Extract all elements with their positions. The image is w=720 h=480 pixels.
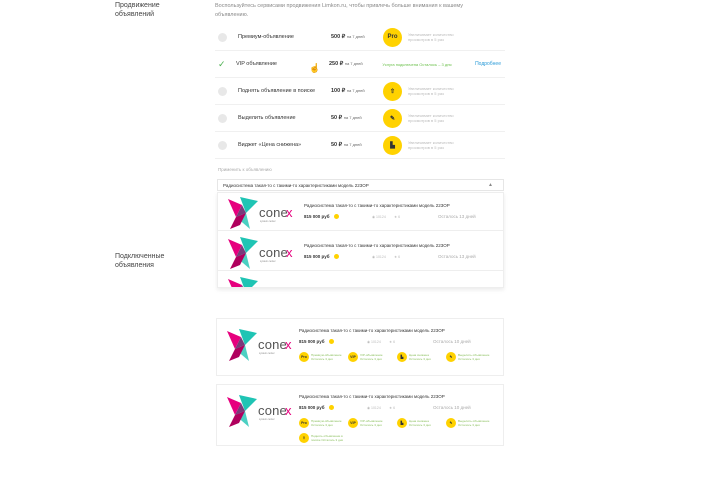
service-name: Виджет «Цена снижена»: [238, 142, 302, 148]
check-icon[interactable]: ✓: [218, 58, 226, 69]
service-radio[interactable]: [218, 113, 227, 123]
coin-icon: [333, 254, 339, 260]
active-service: ✎ Выделить объявление Осталось 3 дня: [446, 418, 492, 428]
ad-days-left: Осталось 10 дней: [433, 339, 471, 344]
ad-title[interactable]: Радиосистема такая-то с такими-то характ…: [299, 328, 445, 333]
service-row[interactable]: Виджет «Цена снижена» 50 ₽ на 7 дней ▙ Увел…: [215, 132, 505, 159]
ad-views: ◉ 10124: [367, 340, 381, 344]
service-desc: Увеличивает количество просмотров в 5 ра…: [408, 140, 454, 150]
marker-icon: ✎: [383, 108, 402, 128]
active-service: ✎ Выделить объявление Осталось 3 дня: [446, 352, 492, 362]
connected-ad-card[interactable]: cone x system center Радиосистема такая-то …: [216, 318, 504, 376]
service-radio[interactable]: [218, 86, 227, 96]
coin-icon: [328, 405, 334, 411]
ad-favorites: ★ 6: [394, 255, 401, 259]
service-price: 50 ₽ на 7 дней: [331, 115, 362, 121]
coin-icon: [333, 214, 339, 220]
ad-views: ◉ 10124: [367, 406, 381, 410]
active-service: Pro Премиум-объявление Осталось 3 дня: [299, 352, 345, 362]
ad-price: 815 000 руб: [304, 214, 339, 220]
ad-price: 815 000 руб: [304, 254, 339, 260]
service-row[interactable]: Выделить объявление 50 ₽ на 7 дней ✎ Увелич…: [215, 105, 505, 132]
active-service: ▙ Цена снижена Осталось 3 дня: [397, 352, 443, 362]
service-status: Услуга подключена Осталось – 3 дня: [382, 61, 452, 67]
service-price: 50 ₽ на 7 дней: [331, 142, 362, 148]
ad-title[interactable]: Радиосистема такая-то с такими-то характ…: [304, 243, 450, 248]
service-row[interactable]: Премиум-объявление 500 ₽ на 7 дней Pro Увел…: [215, 24, 505, 51]
ad-dropdown-list[interactable]: cone x system center Радиосистема такая-то …: [217, 192, 504, 288]
more-link[interactable]: Подробнее: [475, 61, 501, 67]
service-price: 250 ₽ на 7 дней: [329, 61, 363, 67]
service-row[interactable]: Поднять объявление в поиске 100 ₽ на 7 дн…: [215, 78, 505, 105]
connected-ad-card[interactable]: cone x system center Радиосистема такая-то …: [216, 384, 504, 446]
service-price: 500 ₽ на 7 дней: [331, 34, 365, 40]
ad-favorites: ★ 6: [394, 215, 401, 219]
arrow-up-icon: ⇧: [383, 81, 402, 101]
service-row[interactable]: ✓ VIP объявление 250 ₽ на 7 дней Услуга под…: [215, 51, 505, 78]
ad-title[interactable]: Радиосистема такая-то с такими-то характ…: [299, 394, 445, 399]
active-service: ⇧ Поднять объявление в поиске Осталось 3 …: [299, 433, 345, 443]
active-service: Pro Премиум-объявление Осталось 3 дня: [299, 418, 345, 428]
ad-days-left: Осталось 10 дней: [433, 405, 471, 410]
price-down-icon: ▙: [383, 135, 402, 155]
service-desc: Увеличивает количество просмотров в 5 ра…: [408, 86, 454, 96]
section-title-connected: Подключенные объявления: [115, 253, 165, 269]
service-price: 100 ₽ на 7 дней: [331, 88, 365, 94]
service-desc: Увеличивает количество просмотров в 5 ра…: [408, 113, 454, 123]
active-service: VIP VIP-объявление Осталось 3 дня: [348, 418, 394, 428]
ad-price: 815 000 руб: [299, 405, 334, 411]
ad-favorites: ★ 6: [389, 406, 396, 410]
intro-text: Воспользуйтесь сервисами продвижения Lim…: [215, 3, 464, 18]
service-radio[interactable]: [218, 140, 227, 150]
service-desc: Увеличивает количество просмотров в 5 ра…: [408, 32, 454, 42]
pro-badge-icon: Pro: [383, 27, 402, 47]
ad-price: 815 000 руб: [299, 339, 334, 345]
ad-days-left: Осталось 13 дней: [438, 214, 476, 219]
ad-views: ◉ 10124: [372, 215, 386, 219]
hand-cursor-icon: ☝: [309, 63, 321, 73]
ad-select-value: Радиосистема такая-то с такими-то характ…: [223, 183, 369, 188]
active-service: ▙ Цена снижена Осталось 3 дня: [397, 418, 443, 428]
service-name: VIP объявление: [236, 61, 277, 67]
dropdown-item[interactable]: cone x system center Радиосистема такая-то …: [218, 193, 503, 231]
active-service: VIP VIP-объявление Осталось 3 дня: [348, 352, 394, 362]
chevron-up-icon: ▲: [488, 182, 493, 188]
ad-select[interactable]: Радиосистема такая-то с такими-то характ…: [217, 179, 504, 191]
service-name: Премиум-объявление: [238, 34, 294, 40]
apply-label: Применить к объявлению: [218, 167, 272, 172]
ad-days-left: Осталось 13 дней: [438, 254, 476, 259]
dropdown-item[interactable]: cone x system center Радиосистема такая-то …: [218, 233, 503, 271]
coin-icon: [328, 339, 334, 345]
service-name: Поднять объявление в поиске: [238, 88, 316, 94]
section-title-promotion: Продвижение объявлений: [115, 2, 160, 18]
ad-views: ◉ 10124: [372, 255, 386, 259]
ad-favorites: ★ 6: [389, 340, 396, 344]
ad-title[interactable]: Радиосистема такая-то с такими-то характ…: [304, 203, 450, 208]
service-radio[interactable]: [218, 32, 227, 42]
service-name: Выделить объявление: [238, 115, 296, 121]
